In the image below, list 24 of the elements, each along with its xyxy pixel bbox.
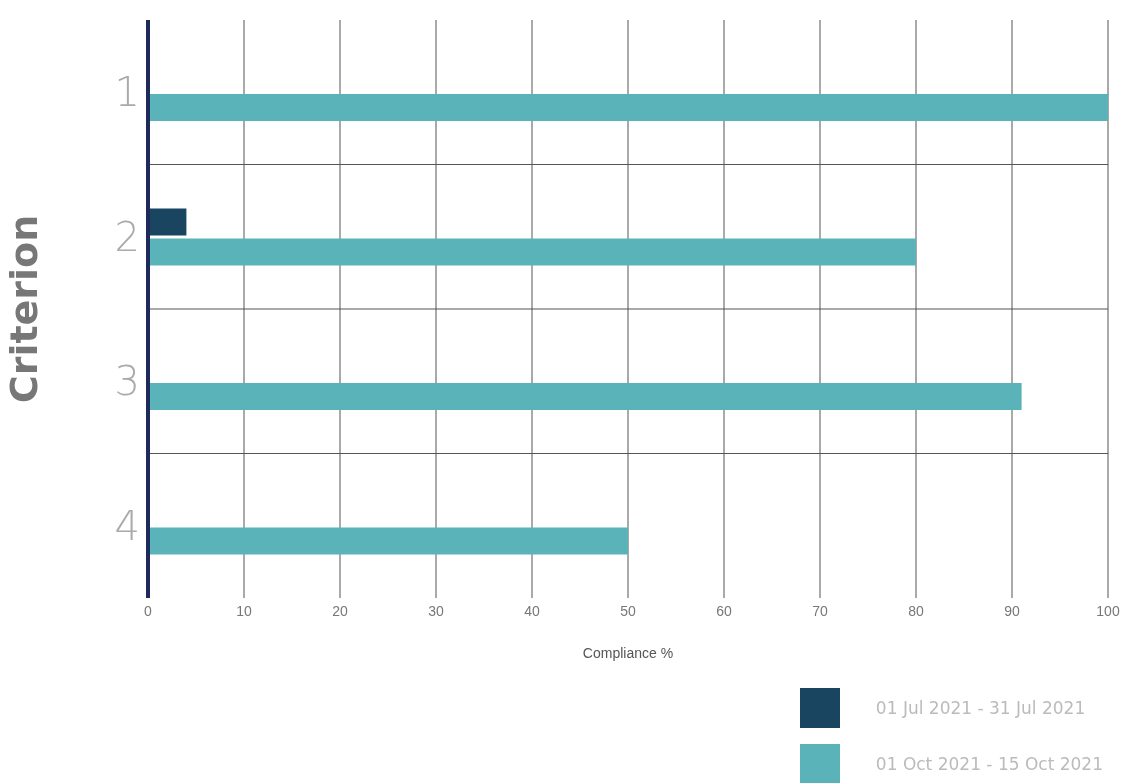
bar	[148, 238, 916, 266]
x-tick-label: 90	[1004, 602, 1020, 619]
x-tick-label: 80	[908, 602, 924, 619]
x-tick-label: 40	[524, 602, 540, 619]
x-tick-label: 0	[144, 602, 153, 619]
x-tick-label: 20	[332, 602, 348, 619]
bar	[148, 94, 1108, 121]
y-tick-label: 3	[114, 358, 140, 405]
legend-label: 01 Oct 2021 - 15 Oct 2021	[875, 754, 1103, 774]
bar	[148, 527, 628, 555]
legend-label: 01 Jul 2021 - 31 Jul 2021	[875, 698, 1086, 718]
y-tick-label: 1	[114, 69, 140, 116]
x-tick-label: 50	[620, 602, 636, 619]
y-tick-label: 4	[114, 502, 140, 549]
bar	[148, 208, 187, 236]
y-axis-title: Criterion	[2, 214, 47, 404]
y-tick-label: 2	[114, 213, 140, 260]
x-tick-label: 10	[236, 602, 252, 619]
bar	[148, 383, 1022, 410]
x-tick-label: 60	[716, 602, 732, 619]
x-tick-label: 30	[428, 602, 444, 619]
x-tick-label: 70	[812, 602, 828, 619]
x-axis-title: Compliance %	[582, 645, 674, 661]
x-tick-label: 100	[1096, 602, 1120, 619]
